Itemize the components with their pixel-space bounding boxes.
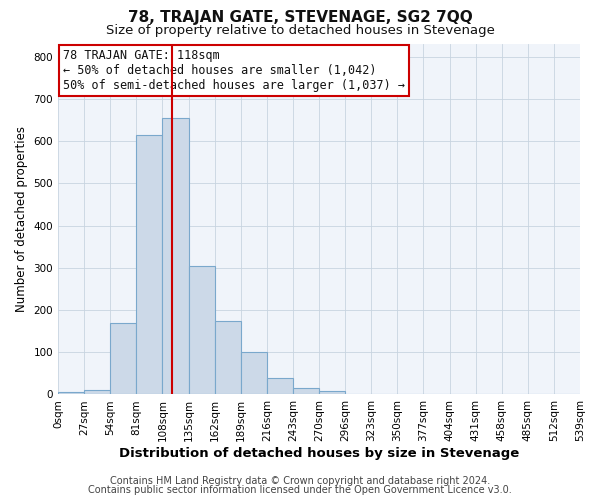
Bar bbox=[215, 320, 241, 394]
Bar bbox=[267, 378, 293, 394]
Text: Contains public sector information licensed under the Open Government Licence v3: Contains public sector information licen… bbox=[88, 485, 512, 495]
Bar bbox=[293, 388, 319, 394]
Bar bbox=[136, 135, 163, 394]
Bar bbox=[84, 390, 110, 394]
Text: 78 TRAJAN GATE: 118sqm
← 50% of detached houses are smaller (1,042)
50% of semi-: 78 TRAJAN GATE: 118sqm ← 50% of detached… bbox=[63, 50, 405, 92]
Bar bbox=[58, 392, 84, 394]
Bar bbox=[163, 118, 188, 394]
Text: 78, TRAJAN GATE, STEVENAGE, SG2 7QQ: 78, TRAJAN GATE, STEVENAGE, SG2 7QQ bbox=[128, 10, 472, 25]
Text: Contains HM Land Registry data © Crown copyright and database right 2024.: Contains HM Land Registry data © Crown c… bbox=[110, 476, 490, 486]
Bar bbox=[110, 322, 136, 394]
Bar bbox=[188, 266, 215, 394]
Bar bbox=[241, 352, 267, 395]
Text: Size of property relative to detached houses in Stevenage: Size of property relative to detached ho… bbox=[106, 24, 494, 37]
X-axis label: Distribution of detached houses by size in Stevenage: Distribution of detached houses by size … bbox=[119, 447, 519, 460]
Y-axis label: Number of detached properties: Number of detached properties bbox=[15, 126, 28, 312]
Bar bbox=[319, 391, 345, 394]
